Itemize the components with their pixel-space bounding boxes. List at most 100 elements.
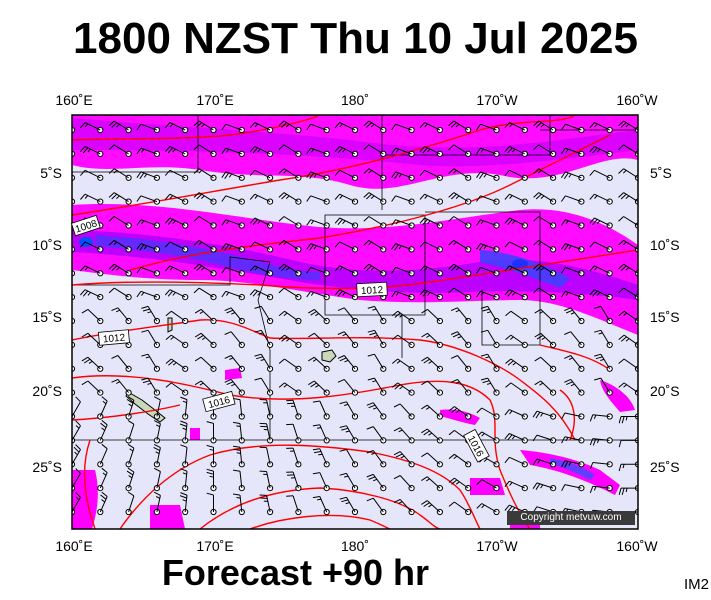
wind-barb-feather bbox=[589, 438, 594, 446]
wind-barb-staff bbox=[538, 216, 554, 226]
wind-barb-feather bbox=[339, 123, 343, 128]
wind-barb-staff bbox=[343, 379, 356, 393]
wind-barb-feather bbox=[100, 494, 107, 500]
wind-barb-feather bbox=[254, 329, 262, 333]
wind-barb-feather bbox=[153, 491, 161, 496]
wind-barb-feather bbox=[345, 502, 350, 505]
wind-barb-feather bbox=[182, 427, 187, 431]
wind-barb-feather bbox=[592, 219, 598, 226]
wind-barb-feather bbox=[592, 290, 598, 297]
wind-barb-feather bbox=[623, 312, 627, 316]
wind-barb-feather bbox=[561, 436, 566, 444]
wind-barb-staff bbox=[424, 169, 441, 179]
wind-barb-feather bbox=[534, 332, 541, 338]
wind-barb-feather bbox=[596, 220, 601, 225]
wind-barb-feather bbox=[594, 266, 598, 271]
wind-barb-feather bbox=[82, 147, 89, 154]
wind-barb-staff bbox=[487, 330, 497, 346]
wind-barb-feather bbox=[366, 122, 372, 128]
wind-barb-feather bbox=[308, 332, 315, 338]
wind-barb-feather bbox=[337, 378, 345, 383]
wind-barb-staff bbox=[225, 195, 242, 203]
wind-barb-feather bbox=[182, 400, 187, 404]
wind-barb-feather bbox=[285, 267, 290, 271]
wind-barb-feather bbox=[101, 427, 106, 431]
wind-barb-feather bbox=[398, 501, 403, 504]
wind-barb-feather bbox=[532, 410, 538, 418]
wind-barb-feather bbox=[108, 263, 115, 270]
wind-barb-feather bbox=[393, 498, 401, 503]
wind-barb-feather bbox=[419, 265, 425, 272]
wind-barb-feather bbox=[421, 380, 428, 386]
wind-barb-feather bbox=[596, 439, 600, 444]
wind-barb-feather bbox=[560, 123, 566, 131]
wind-barb-feather bbox=[252, 219, 258, 226]
wind-barb-feather bbox=[564, 378, 571, 383]
wind-barb-feather bbox=[249, 146, 256, 153]
wind-barb-station bbox=[606, 294, 613, 301]
left-latitude-labels: 5˚S 10˚S 15˚S 20˚S 25˚S bbox=[32, 165, 62, 475]
wind-barb-feather bbox=[334, 146, 341, 153]
wind-barb-feather bbox=[334, 217, 341, 224]
wind-barb-station bbox=[606, 270, 613, 277]
wind-barb-feather bbox=[565, 381, 573, 386]
wind-barb-feather bbox=[486, 382, 492, 385]
wind-barb-feather bbox=[337, 307, 345, 312]
wind-barb-feather bbox=[504, 504, 510, 511]
wind-barb-feather bbox=[373, 478, 378, 482]
wind-barb-feather bbox=[283, 170, 287, 174]
wind-barb-staff bbox=[368, 216, 384, 226]
wind-barb-feather bbox=[101, 420, 108, 426]
wind-barb-staff bbox=[72, 224, 73, 226]
wind-barb-feather bbox=[540, 123, 545, 128]
wind-barb-feather bbox=[337, 147, 343, 154]
bottom-lon-label: 160˚E bbox=[55, 538, 92, 554]
wind-barb-feather bbox=[394, 384, 401, 390]
wind-barb-feather bbox=[278, 382, 285, 388]
wind-barb-feather bbox=[533, 192, 540, 198]
wind-barb-feather bbox=[618, 240, 624, 246]
isobar-labels: 1008 1012 1012 1016 1016 bbox=[70, 214, 490, 463]
wind-barb-feather bbox=[505, 358, 512, 364]
bottom-lon-label: 170˚W bbox=[476, 538, 518, 554]
wind-barb-feather bbox=[224, 307, 232, 312]
wind-barb-feather bbox=[504, 480, 510, 488]
wind-barb-feather bbox=[236, 425, 241, 427]
wind-barb-feather bbox=[136, 267, 142, 274]
wind-barb-feather bbox=[455, 195, 460, 199]
wind-barb-feather bbox=[424, 195, 428, 199]
wind-barb-feather bbox=[504, 169, 510, 176]
wind-barb-feather bbox=[342, 220, 346, 225]
wind-barb-feather bbox=[560, 219, 566, 226]
wind-barb-feather bbox=[339, 357, 347, 362]
wind-barb-feather bbox=[423, 358, 430, 364]
wind-barb-feather bbox=[536, 334, 544, 340]
wind-barb-staff bbox=[480, 266, 497, 274]
wind-barb-feather bbox=[535, 122, 542, 128]
wind-barb-feather bbox=[507, 219, 513, 226]
wind-barb-feather bbox=[52, 124, 56, 130]
wind-barb-feather bbox=[480, 305, 488, 309]
wind-barb-feather bbox=[504, 265, 510, 272]
wind-barb-feather bbox=[421, 452, 428, 458]
wind-barb-feather bbox=[143, 245, 148, 250]
wind-barb-feather bbox=[504, 193, 510, 200]
wind-barb-feather bbox=[53, 359, 58, 364]
wind-barb-feather bbox=[421, 500, 428, 505]
wind-barb-feather bbox=[504, 409, 510, 416]
wind-barb-feather bbox=[139, 244, 145, 251]
wind-barb-staff bbox=[169, 169, 186, 179]
bottom-lon-label: 160˚W bbox=[616, 538, 658, 554]
wind-barb-feather bbox=[312, 358, 317, 362]
wind-barb-staff bbox=[594, 169, 610, 179]
wind-barb-feather bbox=[111, 122, 118, 128]
wind-barb-feather bbox=[393, 403, 401, 408]
wind-barb-feather bbox=[509, 410, 513, 415]
wind-barb-staff bbox=[372, 497, 384, 513]
wind-barb-staff bbox=[260, 306, 271, 322]
wind-barb-feather bbox=[310, 311, 317, 316]
wind-barb-feather bbox=[455, 481, 460, 485]
wind-barb-feather bbox=[476, 123, 481, 131]
copyright-badge[interactable]: Copyright metvuw.com bbox=[507, 511, 635, 525]
